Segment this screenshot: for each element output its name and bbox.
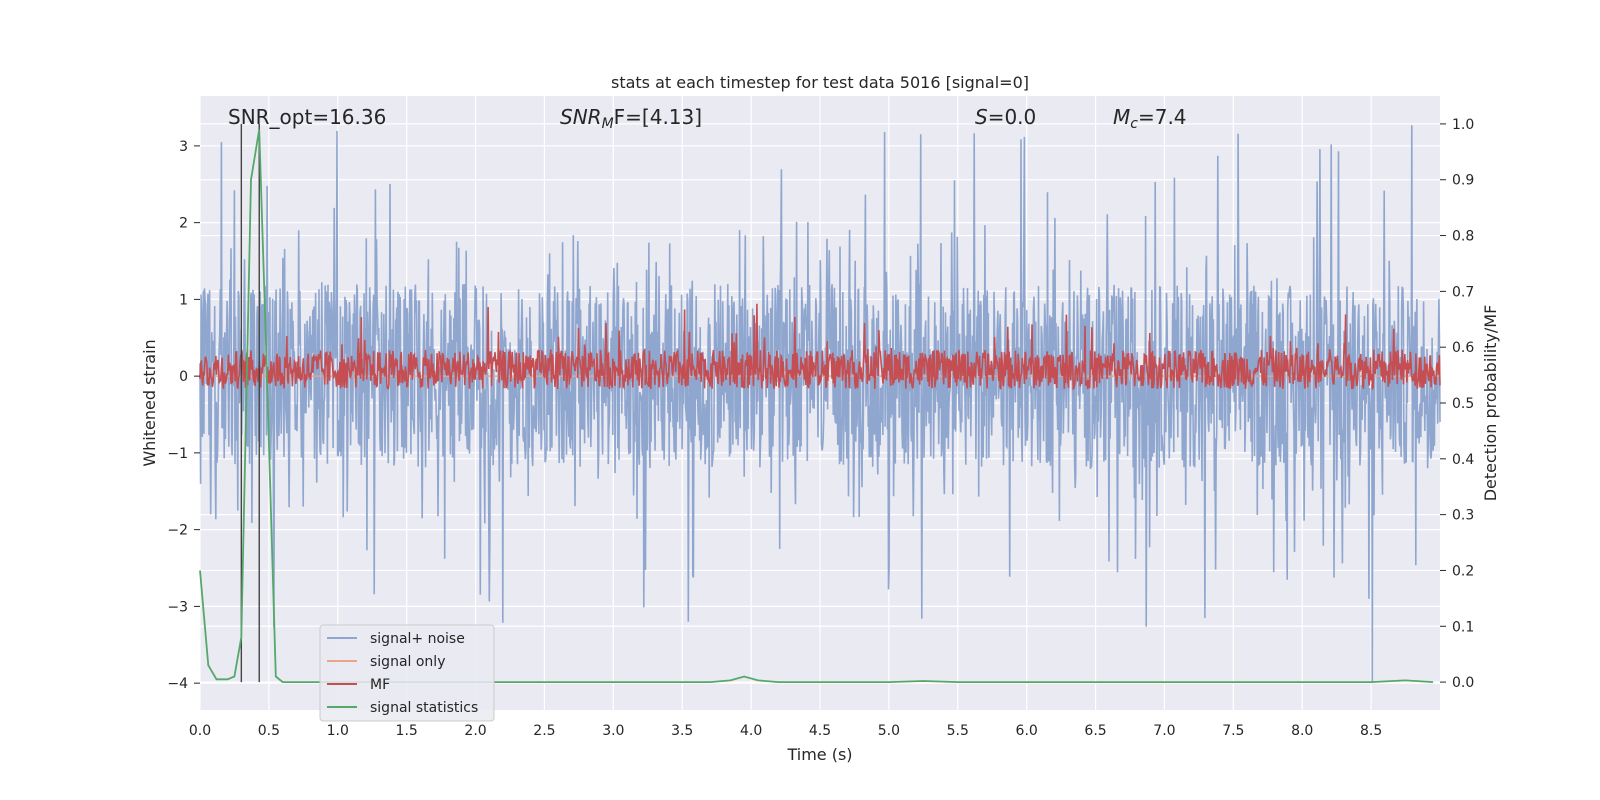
x-tick-label: 2.0 bbox=[464, 723, 486, 739]
y2-tick-label: 0.7 bbox=[1452, 284, 1474, 300]
snr-mf-annotation: SNRMF=[4.13] bbox=[560, 105, 702, 132]
x-tick-label: 0.0 bbox=[189, 723, 211, 739]
y2-tick-label: 0.3 bbox=[1452, 508, 1474, 524]
legend-label-mf: MF bbox=[370, 677, 390, 693]
series-signal-statistics bbox=[199, 129, 1434, 683]
y2-tick-label: 0.4 bbox=[1452, 452, 1474, 468]
y2-ticks: 1.0 0.9 0.8 0.7 0.6 0.5 0.4 0.3 0.2 0.1 0.0 bbox=[1440, 117, 1474, 691]
y2-axis-label: Detection probability/MF bbox=[1481, 305, 1500, 502]
y-tick-label: −4 bbox=[167, 676, 188, 692]
y2-tick-label: 0.8 bbox=[1452, 229, 1474, 245]
x-tick-label: 7.0 bbox=[1153, 723, 1175, 739]
x-tick-label: 3.5 bbox=[671, 723, 693, 739]
x-tick-label: 5.5 bbox=[947, 723, 969, 739]
legend-box bbox=[319, 624, 495, 722]
x-tick-label: 2.5 bbox=[533, 723, 555, 739]
chart-title: stats at each timestep for test data 501… bbox=[611, 73, 1029, 92]
x-tick-label: 4.5 bbox=[809, 723, 831, 739]
legend-label-signal-statistics: signal statistics bbox=[370, 700, 478, 716]
y2-tick-label: 0.6 bbox=[1452, 340, 1474, 356]
y2-tick-label: 0.5 bbox=[1452, 396, 1474, 412]
y-ticks: 3 2 1 0 −1 −2 −3 −4 bbox=[167, 139, 200, 692]
y2-tick-label: 1.0 bbox=[1452, 117, 1474, 133]
x-axis-label: Time (s) bbox=[786, 745, 852, 764]
y2-tick-label: 0.1 bbox=[1452, 619, 1474, 635]
y-tick-label: 3 bbox=[179, 139, 188, 155]
snr-opt-annotation: SNR_opt=16.36 bbox=[228, 105, 386, 129]
x-tick-label: 4.0 bbox=[740, 723, 762, 739]
x-tick-label: 6.0 bbox=[1016, 723, 1038, 739]
snr-mf-subscript: M bbox=[602, 116, 614, 132]
x-tick-label: 6.5 bbox=[1084, 723, 1106, 739]
y2-tick-label: 0.9 bbox=[1452, 173, 1474, 189]
snr-mf-prefix: SNR bbox=[560, 105, 602, 129]
traces bbox=[199, 123, 1441, 684]
y-tick-label: −2 bbox=[167, 523, 188, 539]
mc-label: M bbox=[1113, 105, 1130, 129]
x-tick-label: 0.5 bbox=[258, 723, 280, 739]
y2-tick-label: 0.2 bbox=[1452, 563, 1474, 579]
mc-annotation: Mc=7.4 bbox=[1113, 105, 1187, 132]
legend-label-signal-noise: signal+ noise bbox=[370, 631, 465, 647]
y-tick-label: −3 bbox=[167, 599, 188, 615]
y-tick-label: 2 bbox=[179, 216, 188, 232]
mc-value: =7.4 bbox=[1138, 105, 1187, 129]
y-tick-label: 1 bbox=[179, 292, 188, 308]
y2-tick-label: 0.0 bbox=[1452, 675, 1474, 691]
x-tick-label: 1.0 bbox=[327, 723, 349, 739]
x-tick-label: 3.0 bbox=[602, 723, 624, 739]
legend: signal+ noise signal only MF signal stat… bbox=[319, 624, 495, 722]
x-tick-label: 5.0 bbox=[878, 723, 900, 739]
mc-subscript: c bbox=[1130, 116, 1138, 132]
s-value: =0.0 bbox=[988, 105, 1037, 129]
x-tick-label: 1.5 bbox=[396, 723, 418, 739]
series-mf bbox=[199, 303, 1441, 391]
s-annotation: S=0.0 bbox=[975, 105, 1036, 129]
x-tick-label: 8.0 bbox=[1291, 723, 1313, 739]
x-tick-label: 7.5 bbox=[1222, 723, 1244, 739]
legend-label-signal-only: signal only bbox=[370, 654, 445, 670]
y-tick-label: 0 bbox=[179, 369, 188, 385]
s-label: S bbox=[975, 105, 988, 129]
y-tick-label: −1 bbox=[167, 446, 188, 462]
snr-mf-suffix: F=[4.13] bbox=[614, 105, 702, 129]
x-ticks: 0.0 0.5 1.0 1.5 2.0 2.5 3.0 3.5 4.0 4.5 5.0 5.5 6.0 6… bbox=[189, 723, 1382, 739]
y-axis-label: Whitened strain bbox=[140, 339, 159, 466]
x-tick-label: 8.5 bbox=[1360, 723, 1382, 739]
